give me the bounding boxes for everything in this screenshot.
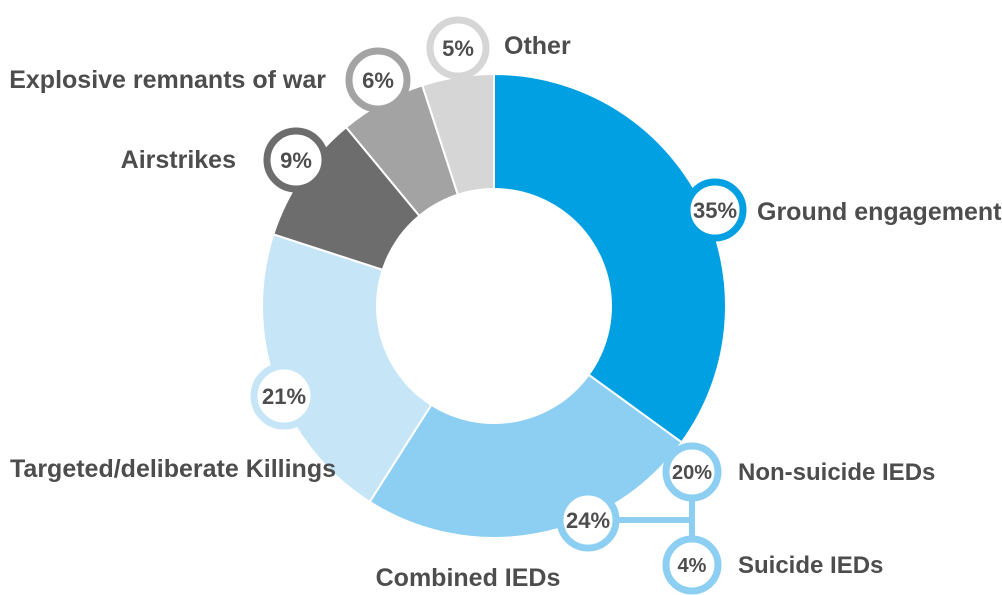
badge-explosive-remnants-text: 6% <box>362 68 394 93</box>
badge-other: 5% <box>430 20 486 76</box>
badge-suicide-ieds-text: 4% <box>678 555 707 577</box>
badge-explosive-remnants: 6% <box>349 51 407 109</box>
label-suicide-ieds: Suicide IEDs <box>738 552 883 579</box>
label-targeted-killings: Targeted/deliberate Killings <box>10 455 336 483</box>
badge-targeted-killings: 21% <box>254 366 314 426</box>
donut-hole <box>376 188 612 424</box>
badge-non-suicide-ieds-text: 20% <box>672 462 712 484</box>
label-explosive-remnants: Explosive remnants of war <box>9 66 326 94</box>
label-ground-engagements: Ground engagements <box>757 198 1002 226</box>
badge-ground-engagements-text: 35% <box>693 198 737 223</box>
badge-other-text: 5% <box>442 36 474 61</box>
badge-non-suicide-ieds: 20% <box>666 446 718 498</box>
badge-airstrikes-text: 9% <box>280 148 312 173</box>
label-other: Other <box>504 32 571 60</box>
badge-combined-ieds-text: 24% <box>566 508 610 533</box>
badge-airstrikes: 9% <box>267 131 325 189</box>
badge-targeted-killings-text: 21% <box>262 384 306 409</box>
badge-suicide-ieds: 4% <box>666 539 718 591</box>
label-airstrikes: Airstrikes <box>121 146 236 174</box>
label-combined-ieds: Combined IEDs <box>376 564 561 592</box>
badge-ground-engagements: 35% <box>687 182 743 238</box>
label-non-suicide-ieds: Non-suicide IEDs <box>738 459 935 486</box>
badge-combined-ieds: 24% <box>560 492 616 548</box>
